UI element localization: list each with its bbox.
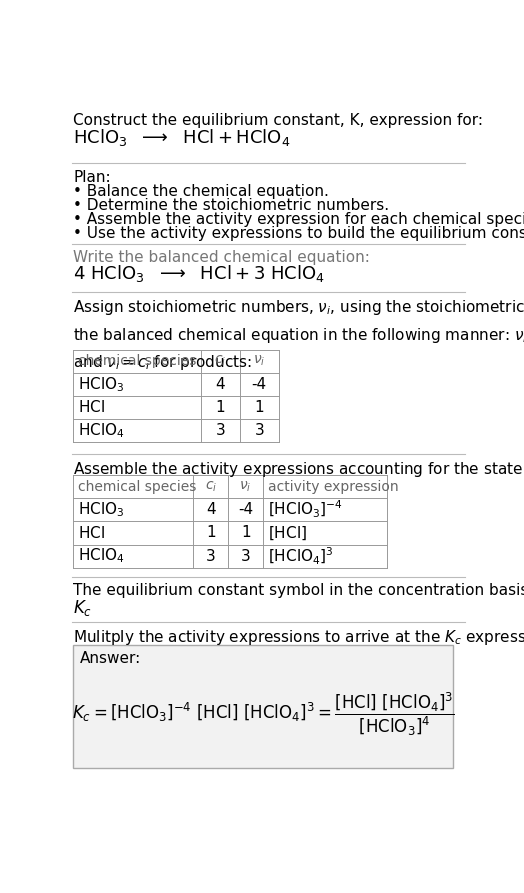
Text: • Balance the chemical equation.: • Balance the chemical equation. (73, 184, 329, 199)
Text: • Determine the stoichiometric numbers.: • Determine the stoichiometric numbers. (73, 198, 389, 213)
Text: $\nu_i$: $\nu_i$ (239, 480, 252, 494)
Text: $K_c$: $K_c$ (73, 597, 92, 618)
Text: $\mathrm{HClO_4}$: $\mathrm{HClO_4}$ (78, 547, 125, 565)
Text: chemical species: chemical species (78, 480, 196, 494)
Text: $\mathrm{HClO_3}$  $\longrightarrow$  $\mathrm{HCl + HClO_4}$: $\mathrm{HClO_3}$ $\longrightarrow$ $\ma… (73, 127, 291, 148)
Text: $\nu_i$: $\nu_i$ (253, 354, 266, 369)
Text: $\mathrm{HClO_3}$: $\mathrm{HClO_3}$ (78, 375, 124, 394)
Text: Write the balanced chemical equation:: Write the balanced chemical equation: (73, 250, 370, 265)
Text: $[\mathrm{HClO_3}]^{-4}$: $[\mathrm{HClO_3}]^{-4}$ (268, 499, 343, 521)
Text: 3: 3 (206, 548, 216, 563)
Text: chemical species: chemical species (78, 355, 196, 368)
Text: 3: 3 (215, 423, 225, 438)
Text: $\mathrm{HCl}$: $\mathrm{HCl}$ (78, 525, 105, 541)
Text: 1: 1 (241, 525, 250, 540)
Bar (73, 350, 279, 442)
Text: activity expression: activity expression (268, 480, 398, 494)
Text: 4: 4 (216, 377, 225, 392)
Text: $[\mathrm{HCl}]$: $[\mathrm{HCl}]$ (268, 524, 307, 542)
Text: 1: 1 (255, 400, 264, 415)
Text: -4: -4 (252, 377, 267, 392)
Bar (73, 645, 453, 768)
Text: Assemble the activity expressions accounting for the state of matter and $\nu_i$: Assemble the activity expressions accoun… (73, 460, 524, 479)
Text: The equilibrium constant symbol in the concentration basis is:: The equilibrium constant symbol in the c… (73, 583, 524, 598)
Text: 3: 3 (241, 548, 250, 563)
Text: Answer:: Answer: (80, 651, 141, 666)
Text: 1: 1 (206, 525, 215, 540)
Text: $K_c = [\mathrm{HClO_3}]^{-4}\ [\mathrm{HCl}]\ [\mathrm{HClO_4}]^3 = \dfrac{[\ma: $K_c = [\mathrm{HClO_3}]^{-4}\ [\mathrm{… (72, 690, 454, 738)
Text: Construct the equilibrium constant, K, expression for:: Construct the equilibrium constant, K, e… (73, 113, 483, 129)
Text: -4: -4 (238, 503, 253, 517)
Text: 4: 4 (206, 503, 215, 517)
Text: 3: 3 (254, 423, 264, 438)
Text: $[\mathrm{HClO_4}]^3$: $[\mathrm{HClO_4}]^3$ (268, 546, 333, 567)
Text: 1: 1 (216, 400, 225, 415)
Text: • Use the activity expressions to build the equilibrium constant expression.: • Use the activity expressions to build … (73, 226, 524, 241)
Text: $\mathrm{HCl}$: $\mathrm{HCl}$ (78, 399, 105, 415)
Text: $c_i$: $c_i$ (205, 480, 217, 494)
Text: $4\ \mathrm{HClO_3}$  $\longrightarrow$  $\mathrm{HCl} + 3\ \mathrm{HClO_4}$: $4\ \mathrm{HClO_3}$ $\longrightarrow$ $… (73, 263, 325, 285)
Text: Assign stoichiometric numbers, $\nu_i$, using the stoichiometric coefficients, $: Assign stoichiometric numbers, $\nu_i$, … (73, 298, 524, 371)
Text: $\mathrm{HClO_3}$: $\mathrm{HClO_3}$ (78, 500, 124, 519)
Text: • Assemble the activity expression for each chemical species.: • Assemble the activity expression for e… (73, 212, 524, 227)
Bar (73, 475, 387, 568)
Text: $c_i$: $c_i$ (214, 354, 227, 369)
Text: Mulitply the activity expressions to arrive at the $K_c$ expression:: Mulitply the activity expressions to arr… (73, 628, 524, 647)
Text: Plan:: Plan: (73, 171, 111, 186)
Text: $\mathrm{HClO_4}$: $\mathrm{HClO_4}$ (78, 421, 125, 440)
